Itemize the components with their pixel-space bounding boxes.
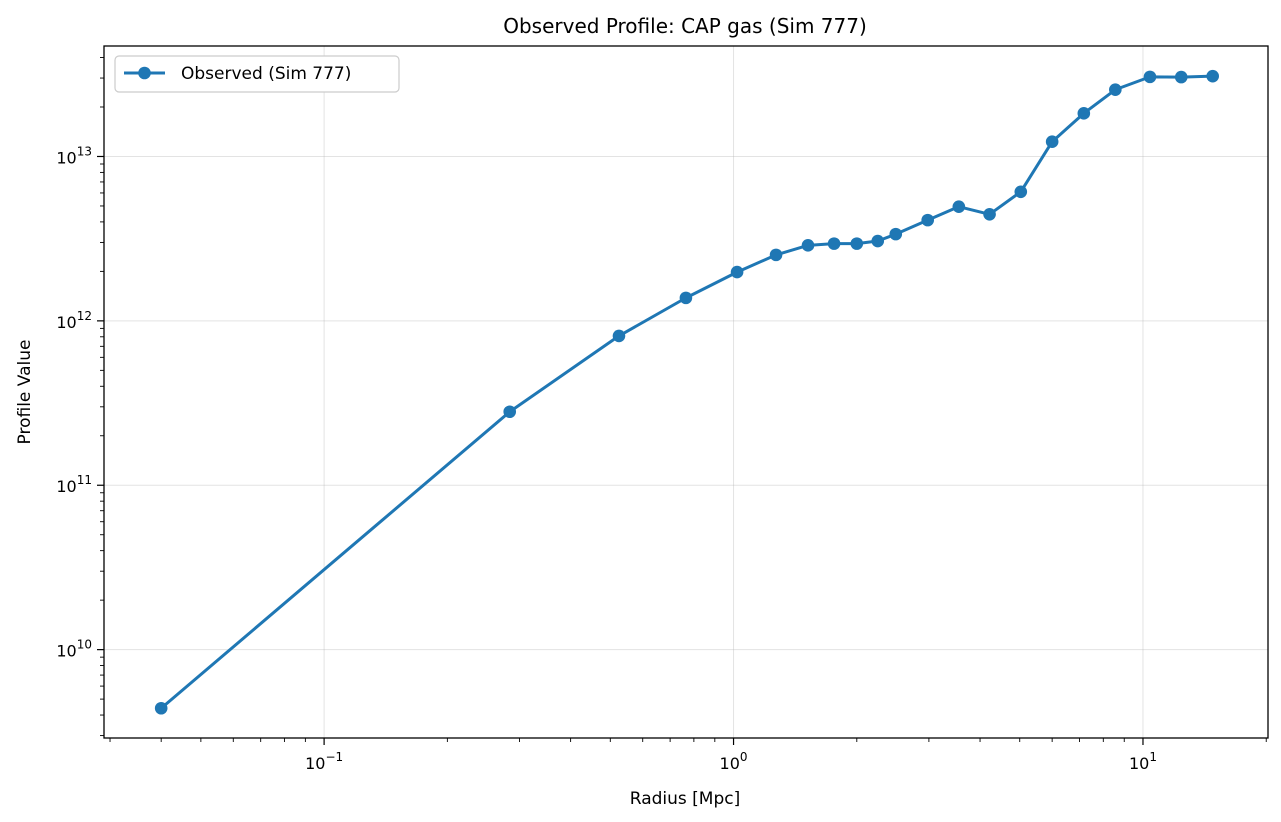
data-point (889, 227, 903, 241)
data-point (1206, 69, 1219, 83)
data-point (983, 207, 996, 221)
legend-marker-swatch (138, 66, 151, 80)
x-axis-title: Radius [Mpc] (630, 789, 740, 809)
plot-area (104, 46, 1268, 738)
data-point (801, 239, 815, 252)
y-axis-title: Profile Value (15, 340, 35, 445)
data-point (679, 291, 693, 305)
data-point (1143, 70, 1157, 84)
major-ticks: 10−1 100 101 1010 1011 1012 1013 (56, 144, 1157, 773)
data-point (769, 248, 783, 262)
data-point (1014, 185, 1028, 199)
x-tick-label: 10−1 (305, 750, 343, 773)
data-point (1045, 135, 1059, 148)
plot-frame (103, 45, 1269, 739)
legend-label: Observed (Sim 777) (181, 64, 351, 84)
y-tick-label: 1013 (56, 144, 92, 167)
data-point (921, 213, 935, 227)
y-tick-label: 1012 (56, 309, 92, 332)
data-point (827, 237, 841, 250)
data-point (1174, 70, 1188, 84)
minor-ticks (100, 57, 1267, 742)
data-point (154, 701, 168, 715)
data-point (503, 405, 517, 419)
data-point (1109, 83, 1122, 96)
chart-title: Observed Profile: CAP gas (Sim 777) (503, 14, 867, 38)
data-point (850, 237, 864, 250)
data-point (952, 200, 966, 213)
legend: Observed (Sim 777) (114, 55, 400, 93)
data-point (871, 234, 885, 248)
x-tick-label: 100 (720, 750, 748, 773)
data-point (1077, 107, 1091, 120)
data-point (730, 265, 744, 279)
grid-lines (104, 46, 1268, 738)
y-tick-label: 1010 (56, 638, 92, 661)
legend-box (114, 55, 400, 93)
y-tick-label: 1011 (56, 473, 92, 496)
data-point (612, 329, 626, 343)
series-layer (154, 69, 1219, 715)
x-tick-label: 101 (1129, 750, 1157, 773)
